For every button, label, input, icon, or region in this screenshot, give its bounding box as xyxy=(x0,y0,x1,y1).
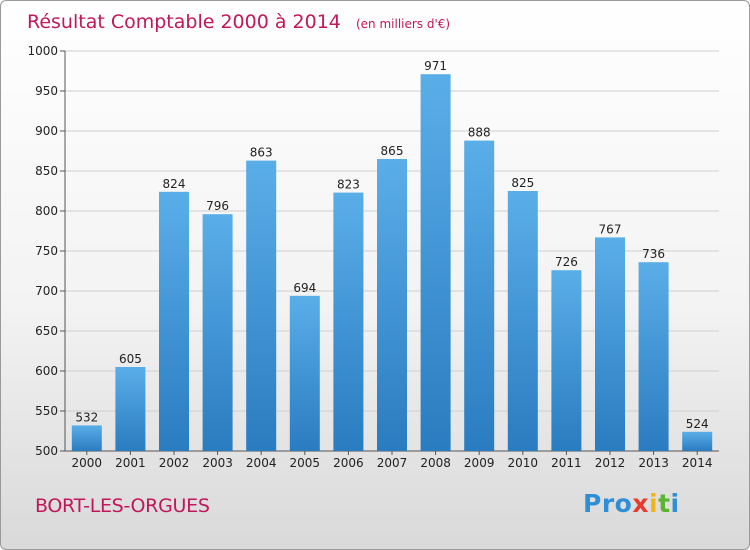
bars xyxy=(71,74,713,452)
x-tick-label-2000: 2000 xyxy=(72,456,103,470)
x-tick-label-2006: 2006 xyxy=(333,456,364,470)
y-tick-label: 1000 xyxy=(27,44,58,58)
logo-letter: t xyxy=(658,489,671,518)
y-tick-label: 850 xyxy=(35,164,58,178)
value-label-2002: 824 xyxy=(163,177,186,191)
value-label-2014: 524 xyxy=(686,417,709,431)
x-tick-label-2010: 2010 xyxy=(508,456,539,470)
y-tick-label: 550 xyxy=(35,404,58,418)
value-label-2008: 971 xyxy=(424,59,447,73)
bar-2012 xyxy=(595,237,625,451)
x-tick-label-2009: 2009 xyxy=(464,456,495,470)
value-label-2001: 605 xyxy=(119,352,142,366)
logo-letter: i xyxy=(670,489,680,518)
y-tick-label: 650 xyxy=(35,324,58,338)
x-tick-label-2012: 2012 xyxy=(595,456,626,470)
x-tick-label-2004: 2004 xyxy=(246,456,277,470)
chart-title-unit: (en milliers d'€) xyxy=(356,17,450,31)
bar-2008 xyxy=(420,74,451,451)
town-name: BORT-LES-ORGUES xyxy=(35,495,210,517)
bar-2010 xyxy=(507,191,538,451)
chart-title: Résultat Comptable 2000 à 2014 (en milli… xyxy=(27,11,450,33)
x-tick-label-2003: 2003 xyxy=(202,456,233,470)
y-tick-label: 750 xyxy=(35,244,58,258)
bar-2003 xyxy=(202,214,233,451)
y-tick-label: 900 xyxy=(35,124,58,138)
y-tick-label: 500 xyxy=(35,444,58,458)
bar-2002 xyxy=(159,191,189,452)
logo-letter: o xyxy=(614,489,633,518)
value-label-2003: 796 xyxy=(206,199,229,213)
value-label-2005: 694 xyxy=(293,281,316,295)
y-tick-label: 800 xyxy=(35,204,58,218)
x-tick-label-2001: 2001 xyxy=(115,456,146,470)
logo-letter: x xyxy=(632,489,649,518)
bar-2013 xyxy=(638,262,669,451)
bar-2004 xyxy=(246,160,277,451)
value-label-2010: 825 xyxy=(511,176,534,190)
logo-letter: i xyxy=(649,489,659,518)
logo-letter: P xyxy=(583,489,602,518)
y-tick-label: 600 xyxy=(35,364,58,378)
y-tick-labels: 500 550 600 650 700 750 800 850 900 950 1000 xyxy=(27,44,58,458)
value-label-2006: 823 xyxy=(337,178,360,192)
x-tick-label-2002: 2002 xyxy=(159,456,190,470)
value-label-2004: 863 xyxy=(250,146,273,160)
x-tick-label-2013: 2013 xyxy=(638,456,669,470)
bar-2001 xyxy=(115,367,146,451)
value-labels: 532 605 824 796 863 694 823 865 971 888 825 726 767 7… xyxy=(75,59,708,431)
value-label-2013: 736 xyxy=(642,247,665,261)
x-tick-label-2007: 2007 xyxy=(377,456,408,470)
value-label-2011: 726 xyxy=(555,255,578,269)
x-tick-label-2005: 2005 xyxy=(290,456,321,470)
bar-2006 xyxy=(333,192,364,451)
value-label-2007: 865 xyxy=(381,144,404,158)
value-label-2012: 767 xyxy=(599,222,622,236)
bar-2000 xyxy=(71,425,102,451)
x-tick-labels: 2000 2001 2002 2003 2004 2005 2006 2007 2008 2009… xyxy=(72,456,713,470)
proxiti-logo: Proxiti xyxy=(583,489,680,518)
bar-2009 xyxy=(464,140,495,451)
logo-letter: r xyxy=(601,489,615,518)
bar-2014 xyxy=(682,431,713,451)
x-tick-label-2014: 2014 xyxy=(682,456,713,470)
bar-2007 xyxy=(377,159,407,451)
bar-2005 xyxy=(289,295,320,451)
x-tick-label-2011: 2011 xyxy=(551,456,582,470)
y-tick-label: 950 xyxy=(35,84,58,98)
y-tick-label: 700 xyxy=(35,284,58,298)
x-tick-label-2008: 2008 xyxy=(420,456,451,470)
bar-2011 xyxy=(551,270,582,451)
value-label-2009: 888 xyxy=(468,126,491,140)
chart-title-main: Résultat Comptable 2000 à 2014 xyxy=(27,11,341,33)
value-label-2000: 532 xyxy=(75,410,98,424)
